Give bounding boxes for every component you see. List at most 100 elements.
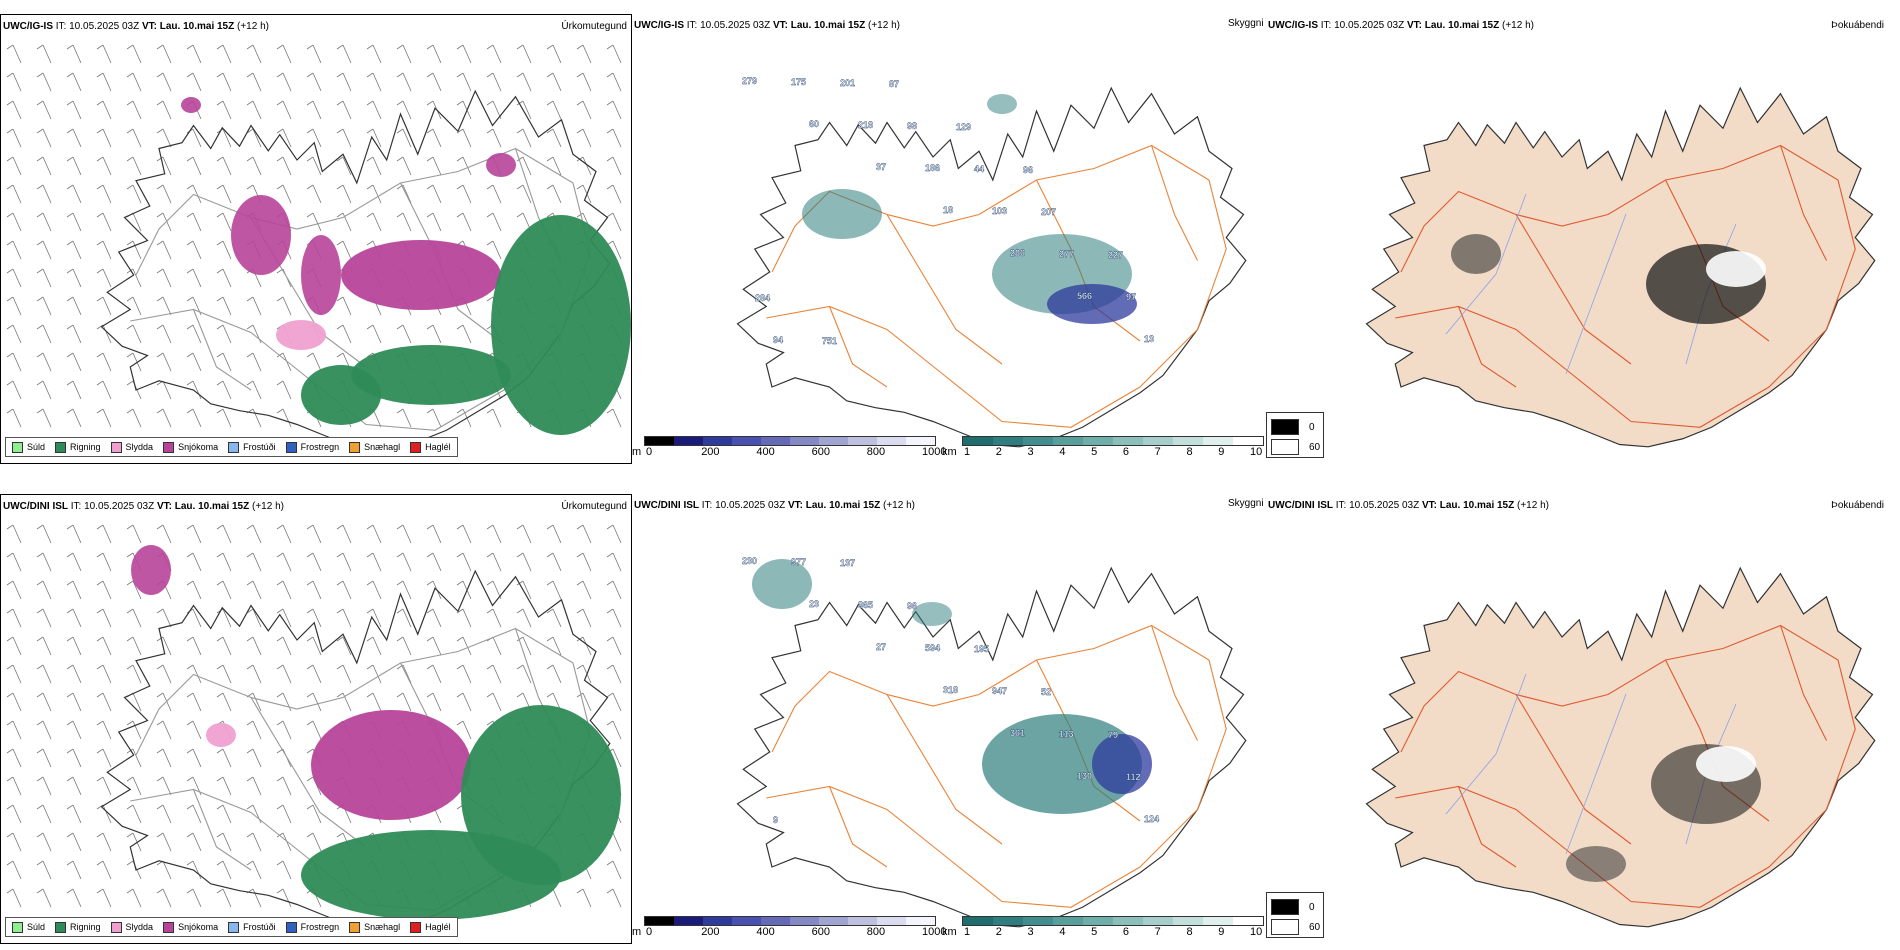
colorbar-segment	[1173, 437, 1203, 445]
cloud-base-label: 129	[956, 122, 971, 132]
legend-item: Slydda	[110, 921, 153, 933]
colorbar-tick: 0	[646, 926, 653, 938]
legend-item: Rigning	[55, 921, 101, 933]
legend-label: Frostregn	[300, 922, 340, 932]
colorbar-segment	[1053, 437, 1083, 445]
fog-legend-item: 0	[1271, 419, 1315, 435]
legend-label: Haglél	[425, 442, 451, 452]
panel-header: UWC/DINI ISL IT: 10.05.2025 03Z VT: Lau.…	[1268, 500, 1549, 511]
rain-area	[351, 345, 511, 405]
snow-area	[301, 235, 341, 315]
iceland-outline	[100, 89, 611, 451]
legend-swatch	[410, 921, 422, 933]
cloud-base-label: 113	[1059, 729, 1074, 739]
fog-legend-swatch	[1271, 439, 1299, 455]
colorbar-segment	[1023, 917, 1053, 925]
panel-header: UWC/IG-IS IT: 10.05.2025 03Z VT: Lau. 10…	[634, 20, 900, 31]
panel-name: Þokuábendi	[1831, 500, 1884, 511]
panel-header: UWC/IG-IS IT: 10.05.2025 03Z VT: Lau. 10…	[1268, 20, 1534, 31]
precip-legend: Súld Rigning Slydda Snjókoma Frostúði Frostre…	[5, 917, 458, 937]
colorbar-segment	[877, 437, 906, 445]
cloud-base-label: 227	[1108, 250, 1123, 260]
cloud-base-label: 977	[791, 557, 806, 567]
colorbar-tick: 1000	[922, 446, 947, 458]
height-unit: m	[632, 926, 642, 938]
cloud-panel-row1: UWC/IG-IS IT: 10.05.2025 03Z VT: Lau. 10…	[632, 14, 1264, 464]
precip-type-panel-row1: UWC/IG-IS IT: 10.05.2025 03Z VT: Lau. 10…	[0, 14, 632, 464]
legend-swatch	[228, 921, 240, 933]
legend-label: Snjókoma	[178, 442, 219, 452]
legend-label: Snæhagl	[364, 442, 401, 452]
cloud-base-label: 27	[876, 642, 886, 652]
legend-item: Súld	[12, 441, 45, 453]
cloud-base-label: 361	[1010, 728, 1025, 738]
legend-item: Haglél	[410, 441, 451, 453]
cloud-base-label: 52	[1041, 687, 1051, 697]
fog-legend-swatch	[1271, 899, 1299, 915]
legend-swatch	[228, 441, 240, 453]
colorbar-tick: 2	[995, 926, 1002, 938]
colorbar-tick: 400	[756, 446, 775, 458]
cloud-base-label: 79	[1108, 730, 1118, 740]
fog-panel-row2: UWC/DINI ISL IT: 10.05.2025 03Z VT: Lau.…	[1266, 494, 1898, 944]
colorbar-segment	[761, 917, 790, 925]
fog-legend-label: 60	[1309, 441, 1321, 453]
colorbar-segment	[1233, 917, 1263, 925]
cloud-base-label: 96	[1023, 165, 1033, 175]
colorbar-segment	[1083, 917, 1113, 925]
legend-swatch	[285, 441, 297, 453]
colorbar-segment	[819, 437, 848, 445]
colorbar-segment	[1113, 917, 1143, 925]
fog-map	[1365, 566, 1876, 928]
colorbar-tick: 7	[1154, 926, 1161, 938]
colorbar-tick: 7	[1154, 446, 1161, 458]
iceland-outline	[736, 86, 1247, 448]
colorbar-segment	[963, 917, 993, 925]
cloud-base-label: 175	[791, 77, 806, 87]
cloud-base-label: 186	[925, 163, 940, 173]
cloud-base-label: 37	[876, 162, 886, 172]
colorbar-segment	[674, 437, 703, 445]
cloud-base-label: 103	[992, 206, 1007, 216]
colorbar-tick: 6	[1122, 446, 1129, 458]
panel-name: Úrkomutegund	[561, 501, 627, 512]
colorbar-tick: 5	[1091, 446, 1098, 458]
visibility-unit: km	[942, 446, 957, 458]
cloud-base-label: 94	[773, 335, 783, 345]
fog-legend-swatch	[1271, 919, 1299, 935]
cloud-base-label: 207	[1041, 207, 1056, 217]
colorbar-segment	[1053, 917, 1083, 925]
cloud-base-label: 594	[925, 643, 940, 653]
cloud-base-label: 60	[809, 119, 819, 129]
colorbar-segment	[819, 917, 848, 925]
snow-area	[311, 710, 471, 820]
colorbar-tick: 1	[964, 926, 971, 938]
fog-legend-item: 60	[1271, 919, 1320, 935]
colorbar-tick: 6	[1122, 926, 1129, 938]
colorbar-segment	[1233, 437, 1263, 445]
snow-area	[231, 195, 291, 275]
snow-area	[341, 240, 501, 310]
legend-item: Snjókoma	[163, 441, 219, 453]
visibility-colorbar-row2: km 1 2 3 4 5 6 7 8 9 10	[942, 916, 1267, 942]
colorbar-tick: 200	[701, 926, 720, 938]
colorbar-segment	[848, 917, 877, 925]
cloud-base-label: 112	[1126, 772, 1141, 782]
legend-item: Snjókoma	[163, 921, 219, 933]
colorbar-segment	[1143, 917, 1173, 925]
legend-item: Snæhagl	[349, 441, 401, 453]
colorbar-tick: 400	[756, 926, 775, 938]
colorbar-tick: 600	[811, 446, 830, 458]
cloud-base-label: 124	[1144, 814, 1159, 824]
legend-label: Snjókoma	[178, 922, 219, 932]
colorbar-segment	[790, 437, 819, 445]
panel-name: Skyggni	[1228, 498, 1264, 509]
legend-swatch	[110, 441, 122, 453]
height-unit: m	[632, 446, 642, 458]
legend-item: Snæhagl	[349, 921, 400, 933]
cloud-base-label: 286	[1010, 248, 1025, 258]
fog-legend-item: 60	[1271, 439, 1320, 455]
colorbar-segment	[645, 917, 674, 925]
fog-legend-item: 0	[1271, 899, 1315, 915]
snow-area	[131, 545, 171, 595]
